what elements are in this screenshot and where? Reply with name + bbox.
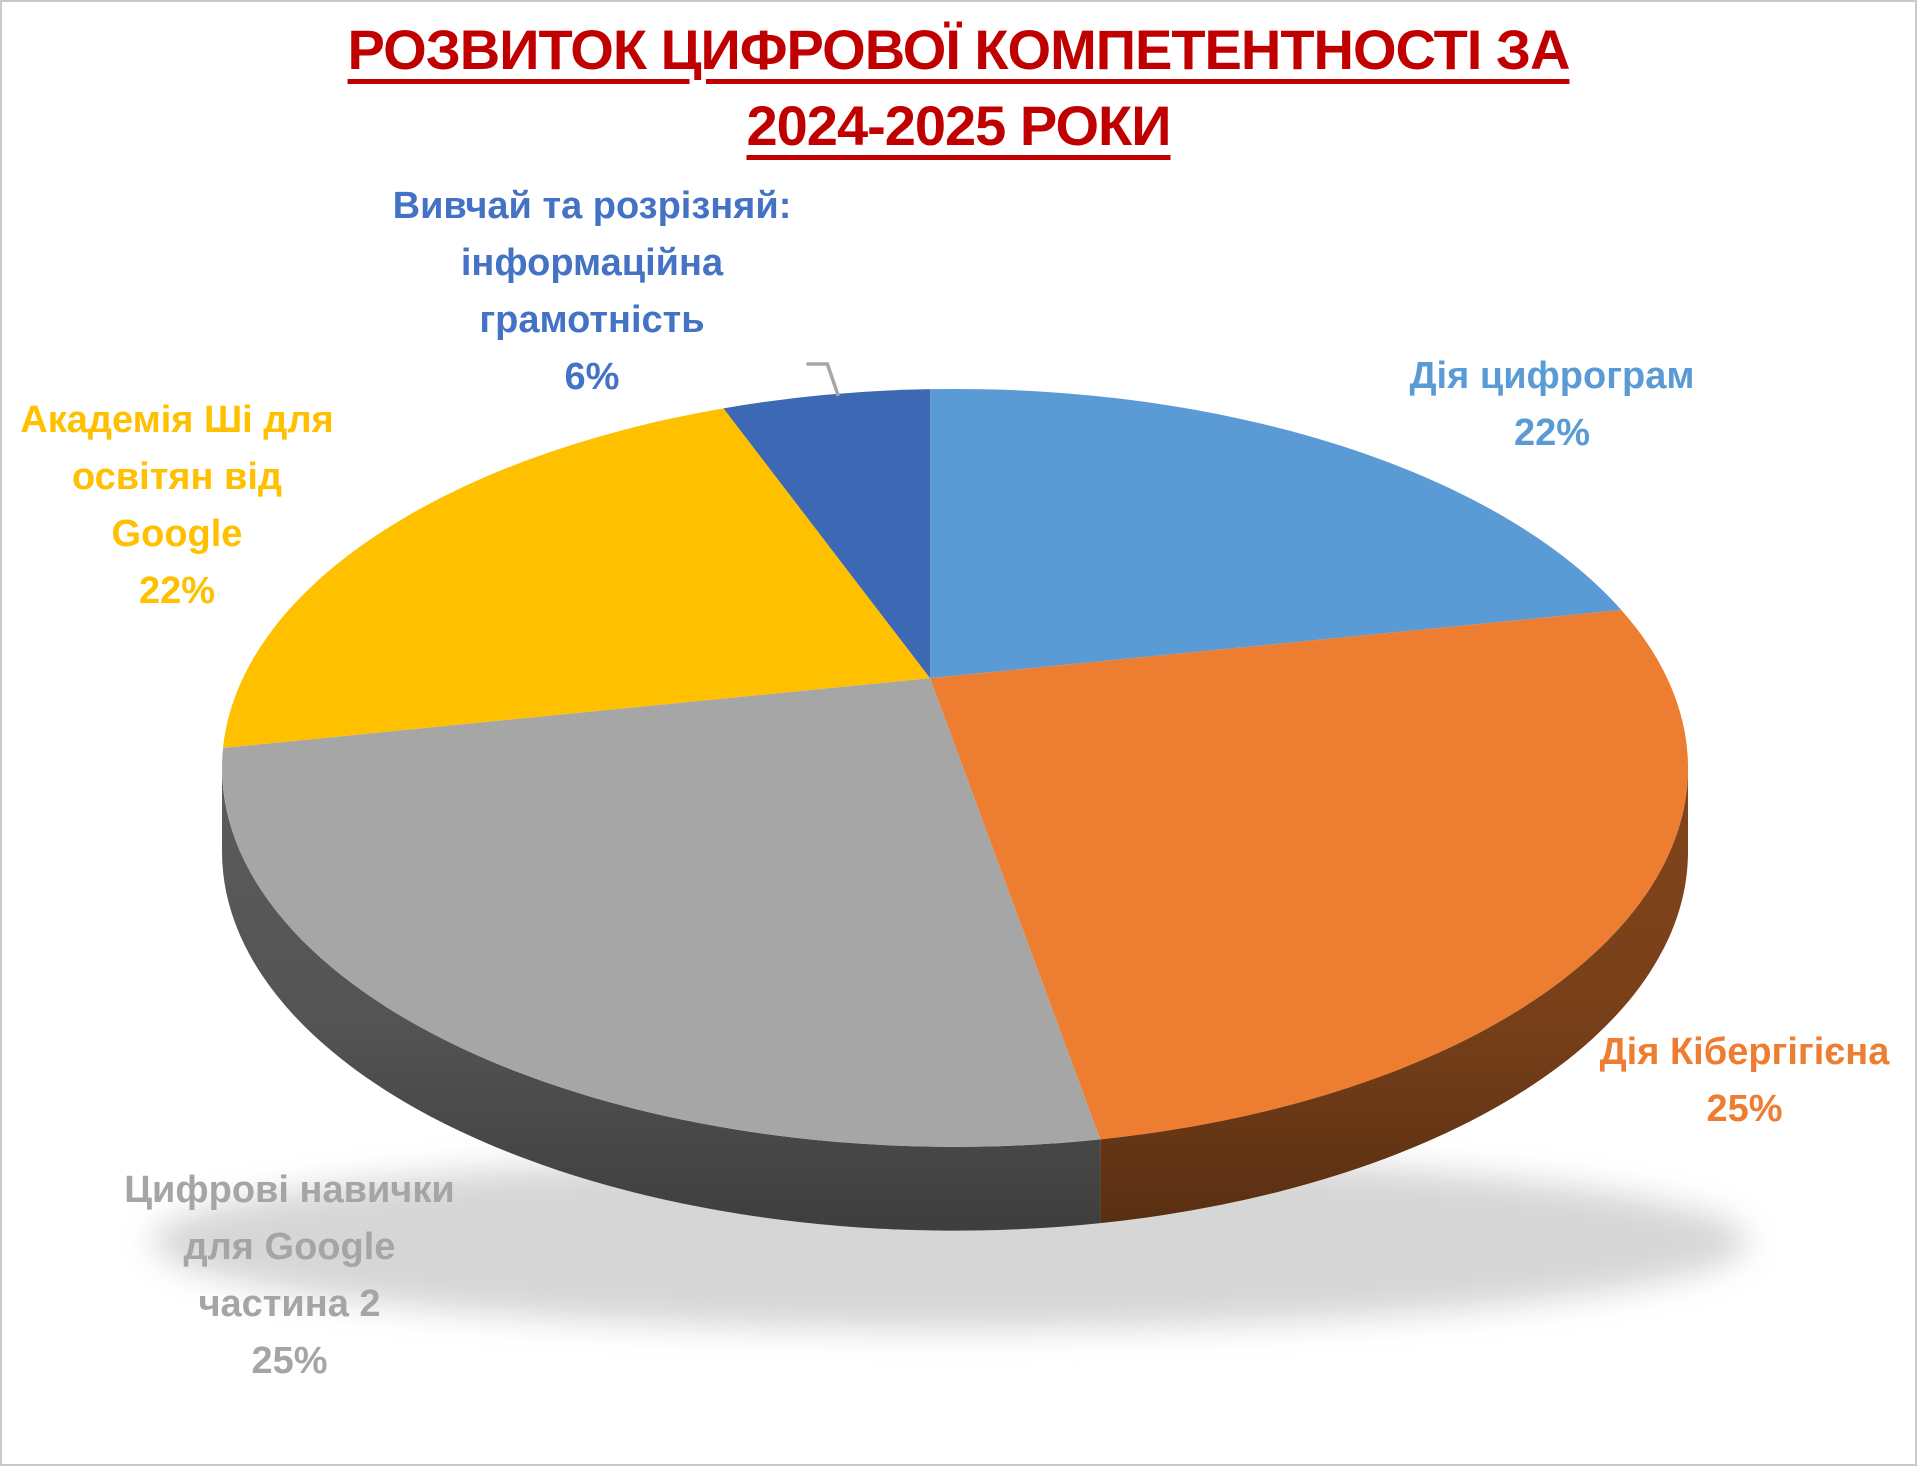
pie-slice-4 [723, 389, 931, 679]
chart-title-line1: РОЗВИТОК ЦИФРОВОЇ КОМПЕТЕНТНОСТІ ЗА [347, 18, 1571, 81]
slice-label-line: Вивчай та розрізняй: [392, 185, 792, 227]
slice-label-line: частина 2 [198, 1283, 381, 1325]
slice-label-digital-skills-google: Цифрові навички для Google частина 2 25% [87, 1162, 492, 1390]
slice-label-diia-cyberhygiene: Дія Кібергігієна 25% [1577, 1024, 1912, 1138]
slice-label-line: освітян від [71, 456, 283, 498]
slice-label-line: Академія Ші для [20, 399, 334, 441]
slice-label-line: Цифрові навички [124, 1169, 455, 1211]
slice-label-line: для Google [183, 1226, 396, 1268]
pie-slice-2 [222, 678, 1101, 1147]
slice-label-line: Дія цифрограм [1409, 355, 1695, 397]
slice-label-diia-ciphrogram: Дія цифрограм 22% [1387, 348, 1717, 462]
slice-label-line: грамотність [479, 299, 705, 341]
pie-slice-1 [930, 609, 1689, 1140]
pie-top-faces [222, 388, 1689, 1147]
slice-label-ai-academy-google: Академія Ші для освітян від Google 22% [2, 392, 352, 620]
slice-label-learn-distinguish: Вивчай та розрізняй: інформаційна грамот… [362, 178, 822, 406]
slice-percent: 22% [138, 570, 216, 612]
pie-slice-side-shade-1 [1100, 767, 1689, 1224]
slice-label-line: Google [111, 513, 243, 555]
pie-slice-0 [930, 388, 1622, 679]
pie-slice-3 [223, 408, 931, 748]
slice-label-line: Дія Кібергігієна [1599, 1031, 1890, 1073]
pie-slice-side-shade-2 [222, 767, 1101, 1231]
pie-3d-sides [222, 767, 1689, 1231]
leader-line-6pct [806, 362, 840, 397]
slice-percent: 6% [564, 356, 620, 398]
slice-percent: 25% [251, 1340, 328, 1382]
pie-shadow [152, 1153, 1748, 1330]
chart-title-line2: 2024-2025 РОКИ [746, 94, 1172, 157]
slice-label-line: інформаційна [460, 242, 724, 284]
chart-title: РОЗВИТОК ЦИФРОВОЇ КОМПЕТЕНТНОСТІ ЗА 2024… [2, 12, 1915, 164]
slice-percent: 25% [1706, 1088, 1783, 1130]
slice-percent: 22% [1513, 412, 1591, 454]
